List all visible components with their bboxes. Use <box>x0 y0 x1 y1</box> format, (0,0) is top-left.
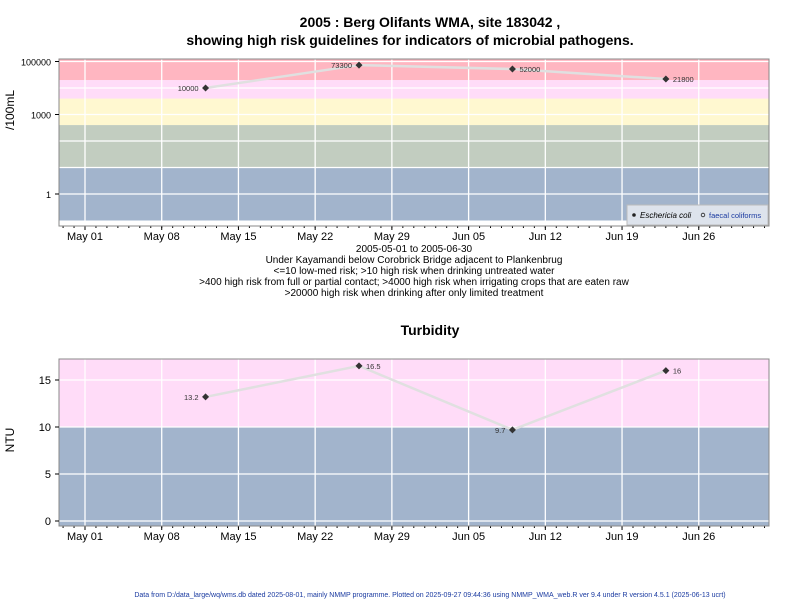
data-label: 73300 <box>331 61 352 70</box>
y-tick-label: 5 <box>45 469 51 481</box>
y-axis-label: NTU <box>3 428 17 453</box>
legend-open-point-icon <box>700 212 706 218</box>
data-label: 16.5 <box>366 362 381 371</box>
x-axis-caption-line: 2005-05-01 to 2005-06-30 <box>356 244 473 255</box>
legend-entry-ecoli: Eschericia coli <box>640 211 691 220</box>
x-tick-label: May 08 <box>144 231 180 243</box>
data-point <box>662 75 670 83</box>
x-tick-label: May 01 <box>67 531 103 543</box>
x-tick-label: Jun 19 <box>606 531 639 543</box>
series-line <box>205 63 666 90</box>
y-tick-label: 100000 <box>21 58 51 68</box>
x-tick-label: May 15 <box>220 531 256 543</box>
risk-band <box>59 59 769 81</box>
y-tick-label: 1 <box>46 190 51 200</box>
data-label: 21800 <box>673 75 694 84</box>
legend-box <box>626 204 769 226</box>
turbidity-panel: May 01 May 08 May 15 May 22 May 29 Jun 05 Jun … <box>3 358 770 543</box>
data-point <box>662 367 670 375</box>
data-point <box>202 393 210 401</box>
data-point <box>355 61 363 69</box>
x-axis-caption-line: >20000 high risk when drinking after onl… <box>285 288 544 299</box>
x-axis-caption-line: >400 high risk from full or partial cont… <box>199 277 629 288</box>
x-tick-label: Jun 05 <box>452 231 485 243</box>
data-label: 9.7 <box>495 426 505 435</box>
risk-band <box>59 98 769 126</box>
x-tick-label: Jun 26 <box>682 231 715 243</box>
footer-note: Data from D:/data_large/wq/wms.db dated … <box>134 592 725 599</box>
data-label: 10000 <box>178 84 199 93</box>
x-tick-label: Jun 26 <box>682 531 715 543</box>
y-tick-label: 15 <box>39 375 51 387</box>
y-tick-label: 0 <box>45 516 51 528</box>
plot-frame <box>58 58 770 227</box>
data-label: 52000 <box>519 65 540 74</box>
x-tick-label: May 22 <box>297 531 333 543</box>
data-point <box>508 426 516 434</box>
x-tick-label: May 29 <box>374 231 410 243</box>
x-tick-label: Jun 12 <box>529 531 562 543</box>
y-tick-label: 10 <box>39 422 51 434</box>
x-axis-caption-line: Under Kayamandi below Corobrick Bridge a… <box>266 255 563 266</box>
risk-band <box>59 427 769 526</box>
y-axis-label: /100mL <box>3 90 17 130</box>
ecoli-panel: May 01 May 08 May 15 May 22 May 29 Jun 05 Jun … <box>3 58 770 299</box>
x-tick-label: May 08 <box>144 531 180 543</box>
legend: Eschericia coli faecal coliforms <box>626 204 769 226</box>
data-label: 13.2 <box>184 393 199 402</box>
legend-entry-faecal: faecal coliforms <box>709 211 761 220</box>
title-line-1: 2005 : Berg Olifants WMA, site 183042 , <box>300 14 561 30</box>
legend-filled-point-icon <box>632 213 636 217</box>
title-line-2: showing high risk guidelines for indicat… <box>186 32 633 48</box>
risk-band <box>59 125 769 168</box>
x-tick-label: Jun 05 <box>452 531 485 543</box>
x-tick-label: May 15 <box>220 231 256 243</box>
data-label: 16 <box>673 367 681 376</box>
series-line <box>205 364 667 432</box>
data-point <box>202 84 210 92</box>
x-axis-caption-line: <=10 low-med risk; >10 high risk when dr… <box>274 266 556 277</box>
x-tick-label: Jun 12 <box>529 231 562 243</box>
risk-band <box>59 359 769 427</box>
x-tick-label: May 22 <box>297 231 333 243</box>
plot-frame <box>58 358 770 527</box>
x-tick-label: May 29 <box>374 531 410 543</box>
x-tick-label: May 01 <box>67 231 103 243</box>
turbidity-title: Turbidity <box>401 322 460 338</box>
x-tick-label: Jun 19 <box>606 231 639 243</box>
y-tick-label: 1000 <box>31 111 51 121</box>
data-point <box>508 65 516 73</box>
data-point <box>355 362 363 370</box>
risk-band <box>59 80 769 99</box>
